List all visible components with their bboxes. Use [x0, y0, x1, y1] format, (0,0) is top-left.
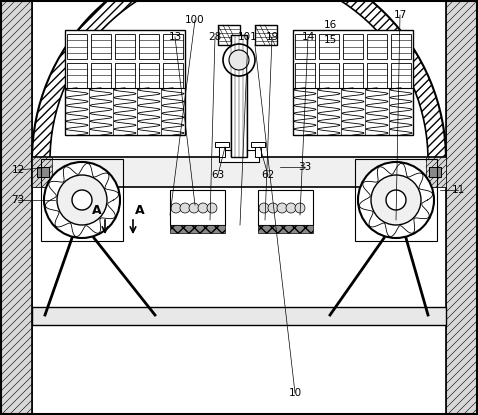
Text: A: A: [92, 204, 102, 217]
Text: 63: 63: [211, 170, 225, 180]
Circle shape: [259, 203, 269, 213]
Text: 10: 10: [288, 388, 302, 398]
Bar: [343, 34, 363, 59]
Text: 19: 19: [265, 32, 279, 42]
Circle shape: [198, 203, 208, 213]
Wedge shape: [50, 0, 428, 160]
Circle shape: [72, 190, 92, 210]
Circle shape: [44, 162, 120, 238]
Bar: [319, 63, 338, 88]
Bar: [219, 150, 259, 162]
Bar: [231, 35, 247, 157]
Bar: [258, 225, 313, 233]
Bar: [0, 0, 32, 415]
Bar: [91, 34, 110, 59]
Bar: [32, 307, 446, 325]
Bar: [255, 25, 277, 45]
Bar: [37, 167, 49, 177]
Bar: [140, 63, 159, 88]
Bar: [355, 159, 437, 241]
Text: 17: 17: [393, 10, 407, 20]
Circle shape: [268, 203, 278, 213]
Bar: [115, 63, 135, 88]
Text: 100: 100: [185, 15, 205, 25]
Text: 73: 73: [11, 195, 25, 205]
Bar: [391, 34, 411, 59]
Bar: [368, 63, 387, 88]
Bar: [218, 25, 240, 45]
Circle shape: [277, 203, 287, 213]
Text: 16: 16: [324, 20, 337, 30]
Bar: [32, 157, 52, 187]
Text: 101: 101: [238, 32, 258, 42]
Text: 13: 13: [168, 32, 182, 42]
Text: 15: 15: [324, 35, 337, 45]
Circle shape: [358, 162, 434, 238]
Circle shape: [180, 203, 190, 213]
Text: A: A: [135, 204, 145, 217]
Bar: [32, 157, 446, 187]
Wedge shape: [32, 0, 446, 160]
Bar: [163, 63, 183, 88]
Circle shape: [171, 203, 181, 213]
Circle shape: [386, 190, 406, 210]
Bar: [251, 142, 265, 147]
Text: 33: 33: [298, 162, 312, 172]
Circle shape: [229, 50, 249, 70]
Text: 14: 14: [301, 32, 315, 42]
Text: 28: 28: [208, 32, 222, 42]
Bar: [446, 0, 478, 415]
Bar: [295, 34, 315, 59]
Bar: [219, 145, 225, 157]
Circle shape: [189, 203, 199, 213]
Bar: [429, 167, 441, 177]
Bar: [115, 34, 135, 59]
Bar: [293, 30, 413, 135]
Bar: [41, 159, 123, 241]
Bar: [391, 63, 411, 88]
Circle shape: [207, 203, 217, 213]
Circle shape: [371, 175, 421, 225]
Bar: [0, 0, 32, 415]
Bar: [163, 34, 183, 59]
Bar: [295, 63, 315, 88]
Wedge shape: [32, 0, 446, 160]
Bar: [343, 63, 363, 88]
Bar: [67, 34, 87, 59]
Bar: [446, 0, 478, 415]
Bar: [170, 225, 225, 233]
Bar: [215, 142, 229, 147]
Circle shape: [286, 203, 296, 213]
Text: 12: 12: [11, 165, 25, 175]
Bar: [65, 30, 185, 135]
Bar: [67, 63, 87, 88]
Text: 11: 11: [451, 185, 465, 195]
Bar: [368, 34, 387, 59]
Bar: [319, 34, 338, 59]
Circle shape: [295, 203, 305, 213]
Bar: [91, 63, 110, 88]
Bar: [140, 34, 159, 59]
Text: 62: 62: [261, 170, 275, 180]
Circle shape: [57, 175, 107, 225]
Bar: [258, 190, 313, 225]
Bar: [255, 145, 261, 157]
Bar: [426, 157, 446, 187]
Circle shape: [223, 44, 255, 76]
Bar: [170, 190, 225, 225]
